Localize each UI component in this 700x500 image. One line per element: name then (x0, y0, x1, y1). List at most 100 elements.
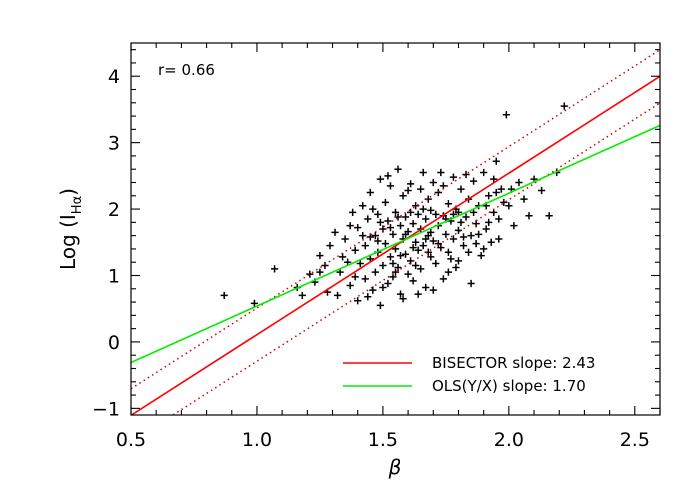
scatter-point (341, 235, 349, 243)
scatter-point (500, 198, 508, 207)
scatter-point (321, 261, 329, 270)
scatter-point (374, 210, 382, 218)
scatter-point (376, 218, 384, 226)
scatter-point (369, 205, 377, 213)
scatter-point (417, 265, 425, 273)
scatter-point (439, 275, 447, 283)
scatter-point (369, 286, 377, 294)
scatter-point (336, 268, 344, 276)
scatter-point (250, 299, 259, 307)
scatter-point (419, 205, 427, 213)
scatter-point (389, 230, 397, 238)
scatter-point (349, 208, 357, 216)
scatter-point (459, 233, 468, 241)
scatter-point (409, 244, 417, 252)
scatter-point (437, 244, 445, 252)
scatter-point (391, 208, 400, 216)
scatter-layer (220, 102, 568, 309)
scatter-point (409, 220, 417, 228)
scatter-point (396, 290, 405, 298)
scatter-point (396, 222, 405, 230)
x-tick-label: 2.0 (494, 429, 524, 451)
scatter-point (419, 168, 427, 177)
scatter-point (356, 259, 364, 268)
scatter-point (379, 261, 387, 270)
scatter-point (407, 208, 415, 216)
scatter-point (472, 240, 480, 248)
scatter-point (316, 268, 324, 276)
scatter-point (560, 102, 568, 110)
x-tick-label: 1.0 (242, 429, 272, 451)
scatter-point (492, 157, 500, 165)
scatter-point (326, 242, 334, 250)
scatter-point (376, 175, 384, 183)
scatter-point (482, 225, 490, 233)
scatter-point (386, 253, 395, 261)
scatter-point (381, 240, 390, 248)
scatter-point (354, 297, 362, 305)
scatter-point (409, 277, 417, 285)
x-tick-label: 2.5 (620, 429, 650, 451)
scatter-point (429, 237, 437, 245)
scatter-point (394, 263, 402, 272)
scatter-point (384, 279, 392, 288)
scatter-point (394, 213, 402, 221)
y-tick-label: 3 (108, 133, 120, 155)
scatter-point (467, 279, 475, 288)
scatter-point (354, 224, 362, 232)
scatter-point (505, 202, 513, 210)
scatter-point (371, 232, 379, 240)
scatter-point (427, 228, 435, 236)
scatter-point (495, 215, 503, 223)
scatter-point (545, 212, 553, 220)
scatter-point (359, 232, 367, 240)
scatter-point (391, 268, 400, 276)
scatter-point (477, 251, 485, 260)
scatter-point (401, 213, 410, 221)
scatter-point (361, 242, 369, 250)
scatter-point (490, 175, 498, 183)
scatter-point (454, 226, 463, 234)
scatter-point (414, 290, 422, 298)
scatter-point (414, 246, 422, 254)
scatter-point (502, 111, 510, 119)
scatter-point (454, 257, 463, 265)
scatter-point (497, 185, 505, 193)
scatter-point (444, 268, 452, 276)
scatter-point (469, 177, 478, 185)
scatter-point (422, 215, 430, 223)
scatter-point (316, 251, 324, 260)
scatter-point (351, 273, 359, 281)
legend-label-bisector: BISECTOR slope: 2.43 (432, 354, 595, 372)
scatter-point (417, 185, 425, 193)
scatter-point (381, 198, 390, 207)
axis-ticks (130, 43, 661, 415)
scatter-point (404, 270, 412, 278)
bisector-confidence-line (131, 49, 660, 390)
scatter-point (449, 235, 458, 243)
scatter-point (437, 168, 445, 177)
scatter-point (457, 218, 465, 226)
scatter-point (412, 261, 420, 270)
scatter-point (422, 283, 430, 292)
scatter-point (444, 248, 452, 256)
x-tick-labels: 0.5 1.0 1.5 2.0 2.5 (116, 429, 650, 451)
scatter-point (462, 213, 470, 221)
scatter-point (469, 208, 478, 216)
scatter-point (487, 238, 495, 246)
y-tick-label: −1 (92, 398, 120, 420)
y-tick-label: 2 (108, 199, 120, 221)
scatter-point (396, 251, 405, 260)
scatter-point (412, 238, 420, 246)
scatter-point (427, 206, 435, 214)
y-tick-label: 4 (108, 66, 120, 88)
scatter-point (359, 202, 367, 210)
x-axis-title: β (388, 455, 402, 479)
scatter-point (401, 250, 410, 258)
y-tick-label: 1 (108, 266, 120, 288)
scatter-point (459, 242, 468, 250)
scatter-point (364, 215, 372, 223)
scatter-point (464, 248, 473, 256)
scatter-point (427, 253, 435, 261)
